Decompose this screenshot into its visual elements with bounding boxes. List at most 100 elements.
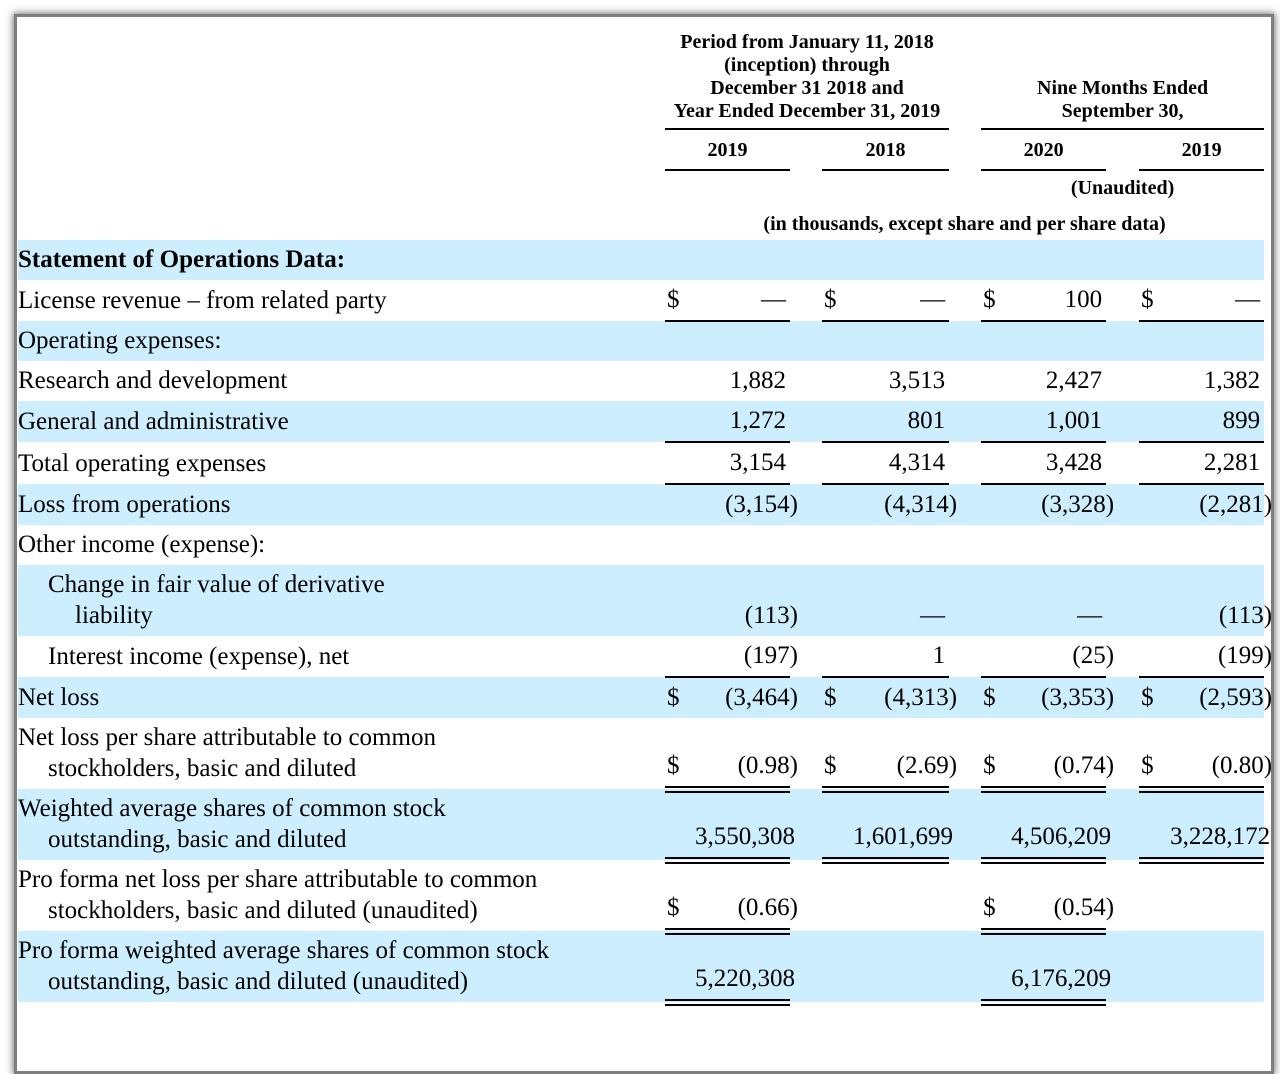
dollar-cell [822,565,853,636]
spacer-cell [949,860,981,931]
spacer-cell [18,201,665,240]
row-label-line: stockholders, basic and diluted (unaudit… [48,897,478,924]
spacer-cell [632,240,665,280]
cell-value: 6,176,209 [1011,964,1112,992]
value-cell: 3,550,308 [695,789,795,864]
spacer-cell [790,361,822,401]
spacer-cell [1106,931,1140,1002]
dollar-cell [1139,525,1170,565]
table-row: Loss from operations (3,154) (4,314) (3,328… [18,484,1272,525]
value-cell: 2,281 [1170,442,1265,485]
dollar-cell: $ [822,718,853,793]
value-cell: (25) [1011,636,1114,678]
dollar-cell [822,321,853,361]
table-row: License revenue – from related party $ — $ —… [18,280,1265,322]
value-cell [853,321,950,361]
cell-value: 1,601,699 [853,822,953,850]
value-cell: 100 [1011,280,1107,322]
table-row: Operating expenses: [18,321,1265,361]
value-cell [853,525,949,565]
row-label-line: Net loss per share attributable to commo… [18,724,436,751]
spacer-cell [949,240,982,280]
table-row: Total operating expenses 3,154 4,314 3,428 2… [18,442,1265,485]
value-cell [853,931,950,1002]
table-row: Research and development 1,882 3,513 2,427 1… [18,361,1264,401]
dollar-cell [822,240,853,280]
value-cell: 1,382 [1170,361,1264,401]
dollar-cell: $ [665,677,695,718]
cell-value: 3,228,172 [1170,822,1271,850]
dollar-cell [981,931,1012,1006]
spacer-cell [632,321,665,361]
cell-value: (3,353) [1041,684,1115,711]
cell-value: (0.80) [1211,751,1273,779]
spacer-cell [1106,401,1140,442]
spacer-cell [790,525,822,565]
row-label: Net loss [18,677,632,718]
dollar-cell: $ [981,860,1012,935]
dollar-cell: $ [1139,280,1171,322]
cell-value: 5,220,308 [695,964,795,992]
year-column-header-3: 2020 [981,129,1107,171]
value-cell: (0.54) [1011,860,1114,935]
value-cell: 1,882 [695,361,790,401]
cell-value: — [1235,286,1261,313]
row-label-line: outstanding, basic and diluted (unaudite… [48,968,469,995]
spacer-cell [790,401,822,442]
statement-of-operations-table: Period from January 11, 2018 (inception)… [18,17,1272,1006]
spacer-cell [632,860,665,931]
row-label: Other income (expense): [18,525,632,565]
dollar-cell [822,860,853,931]
value-cell: 3,154 [695,442,790,485]
value-cell: (0.98) [695,718,798,793]
value-cell: (197) [695,636,798,678]
dollar-cell [981,789,1012,864]
spacer-cell [1106,484,1140,525]
spacer-cell [632,565,665,636]
value-cell [1011,321,1107,361]
value-cell: 5,220,308 [695,931,795,1006]
row-label: Research and development [18,361,632,401]
value-cell: (199) [1170,636,1272,678]
cell-value: (4,314) [884,491,958,518]
row-label-line: Loss from operations [18,491,231,518]
dollar-cell [665,565,695,636]
spacer-cell [949,565,982,636]
spacer-cell [790,442,822,484]
spacer-cell [1106,442,1139,484]
dollar-cell [822,442,853,485]
dollar-cell [981,565,1012,636]
spacer-cell [790,565,822,636]
dollar-cell [1139,321,1171,361]
cell-value: (197) [743,642,798,669]
value-cell: 4,506,209 [1011,789,1111,864]
dollar-cell [665,361,695,401]
value-cell [1170,321,1265,361]
dollar-cell [981,240,1012,280]
dollar-cell [665,484,695,525]
spacer-cell [949,636,981,677]
spacer-cell [790,484,822,525]
cell-value: 3,154 [729,449,786,476]
value-cell: (2.69) [853,718,957,793]
unaudited-note-row: (Unaudited) [18,170,1264,201]
spacer-cell [1106,240,1140,280]
dollar-cell [1139,860,1170,931]
spacer-cell [949,931,982,1002]
spacer-cell [18,17,632,129]
spacer-cell [632,17,665,129]
spacer-cell [18,170,981,201]
spacer-cell [632,718,665,789]
value-cell [695,240,790,280]
spacer-cell [949,525,981,565]
value-cell: 899 [1170,401,1265,443]
row-label-line: Net loss [18,684,100,711]
cell-value: — [920,286,946,313]
dollar-cell [665,789,695,864]
cell-value: (0.98) [737,751,798,779]
value-cell: (4,314) [853,484,957,525]
row-label-line: Other income (expense): [18,531,266,558]
year-column-header-2: 2018 [822,129,950,171]
year-header-row: 2019 2018 2020 2019 [18,129,1265,171]
header-line: Nine Months Ended [1037,77,1209,99]
